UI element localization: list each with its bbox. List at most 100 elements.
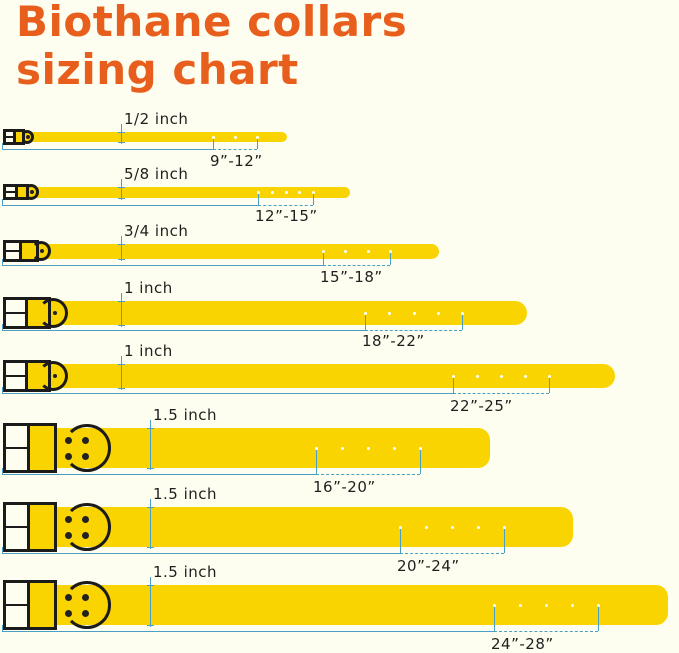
buckle-bar xyxy=(14,186,18,198)
width-indicator xyxy=(121,235,122,261)
rivet-icon xyxy=(82,516,89,523)
d-ring-icon xyxy=(19,129,35,145)
buckle-bar xyxy=(27,583,31,627)
width-tick xyxy=(118,364,125,365)
width-tick xyxy=(118,258,125,260)
length-line xyxy=(2,393,453,394)
length-line xyxy=(2,330,365,331)
range-start-tick xyxy=(365,315,366,330)
strap-hole xyxy=(503,526,506,529)
strap-hole xyxy=(322,250,325,253)
length-line xyxy=(2,631,494,632)
size-range-line xyxy=(258,205,313,206)
strap-hole xyxy=(256,136,259,139)
range-start-tick xyxy=(453,378,454,393)
buckle-icon xyxy=(3,580,57,630)
strap-hole xyxy=(476,375,479,378)
width-indicator xyxy=(121,356,122,390)
size-range-line xyxy=(400,553,504,554)
rivet-icon xyxy=(82,453,89,460)
length-line xyxy=(2,265,323,266)
rivet-icon xyxy=(25,135,30,139)
collar-strap xyxy=(28,364,615,388)
range-end-tick xyxy=(257,139,258,149)
d-ring-icon xyxy=(37,360,68,391)
width-indicator xyxy=(150,499,151,549)
strap-hole xyxy=(393,447,396,450)
buckle-strap-fill xyxy=(30,426,54,470)
size-range-label: 20”-24” xyxy=(397,557,460,575)
width-indicator xyxy=(150,420,151,470)
length-line-end xyxy=(2,143,3,150)
length-line-end xyxy=(2,259,3,266)
range-end-tick xyxy=(549,378,550,393)
buckle-bar xyxy=(24,363,28,389)
title-line-1: Biothane collars xyxy=(16,0,408,46)
width-tick xyxy=(118,132,125,133)
range-end-tick xyxy=(462,315,463,330)
length-line-end xyxy=(2,468,3,475)
width-label: 1 inch xyxy=(124,279,173,297)
size-range-label: 16”-20” xyxy=(313,478,376,496)
rivet-icon xyxy=(52,374,57,378)
strap-hole xyxy=(257,191,260,194)
buckle-strap-fill xyxy=(30,583,54,627)
range-end-tick xyxy=(313,194,314,205)
range-start-tick xyxy=(258,194,259,205)
strap-hole xyxy=(388,312,392,315)
rivet-icon xyxy=(65,437,72,444)
d-ring-icon xyxy=(63,581,111,629)
range-end-tick xyxy=(598,607,599,631)
width-tick xyxy=(118,388,125,389)
length-line xyxy=(2,553,400,554)
width-label: 1/2 inch xyxy=(124,110,189,128)
buckle-prong xyxy=(6,374,25,377)
width-tick xyxy=(147,547,154,548)
strap-hole xyxy=(571,604,574,607)
strap-hole xyxy=(234,136,237,139)
range-start-tick xyxy=(323,253,324,265)
buckle-prong xyxy=(6,447,28,449)
collar-strap xyxy=(32,585,668,625)
d-ring-icon xyxy=(37,297,68,328)
rivet-icon xyxy=(82,437,89,444)
collar-strap xyxy=(21,243,439,259)
strap-hole xyxy=(419,447,422,450)
rivet-icon xyxy=(65,610,72,617)
length-line-end xyxy=(2,199,3,206)
size-range-label: 22”-25” xyxy=(450,397,513,415)
width-label: 1.5 inch xyxy=(153,563,218,581)
rivet-icon xyxy=(52,311,57,315)
width-label: 5/8 inch xyxy=(124,164,189,183)
width-tick xyxy=(118,325,125,326)
range-start-tick xyxy=(213,139,214,149)
d-ring-icon xyxy=(63,503,111,551)
length-line-end xyxy=(2,387,3,394)
strap-hole xyxy=(315,447,318,450)
buckle-bar xyxy=(27,426,31,470)
strap-hole xyxy=(412,312,416,315)
width-tick xyxy=(147,585,154,586)
length-line xyxy=(2,474,316,475)
buckle-bar xyxy=(19,243,23,259)
rivet-icon xyxy=(40,249,44,253)
rivet-icon xyxy=(29,190,34,194)
buckle-prong xyxy=(6,250,20,252)
buckle-prong xyxy=(6,136,13,138)
size-range-line xyxy=(365,330,462,331)
range-start-tick xyxy=(400,529,401,553)
size-range-label: 12”-15” xyxy=(255,207,318,225)
collar-strap xyxy=(32,507,573,547)
width-tick xyxy=(147,625,154,626)
strap-hole xyxy=(270,191,274,194)
width-tick xyxy=(147,428,154,429)
width-indicator xyxy=(121,124,122,144)
strap-hole xyxy=(389,250,392,253)
size-range-line xyxy=(213,149,257,150)
strap-hole xyxy=(399,526,402,529)
buckle-bar xyxy=(24,300,28,326)
buckle-icon xyxy=(3,183,29,201)
strap-hole xyxy=(452,375,455,378)
range-end-tick xyxy=(390,253,391,265)
strap-hole xyxy=(461,312,464,315)
